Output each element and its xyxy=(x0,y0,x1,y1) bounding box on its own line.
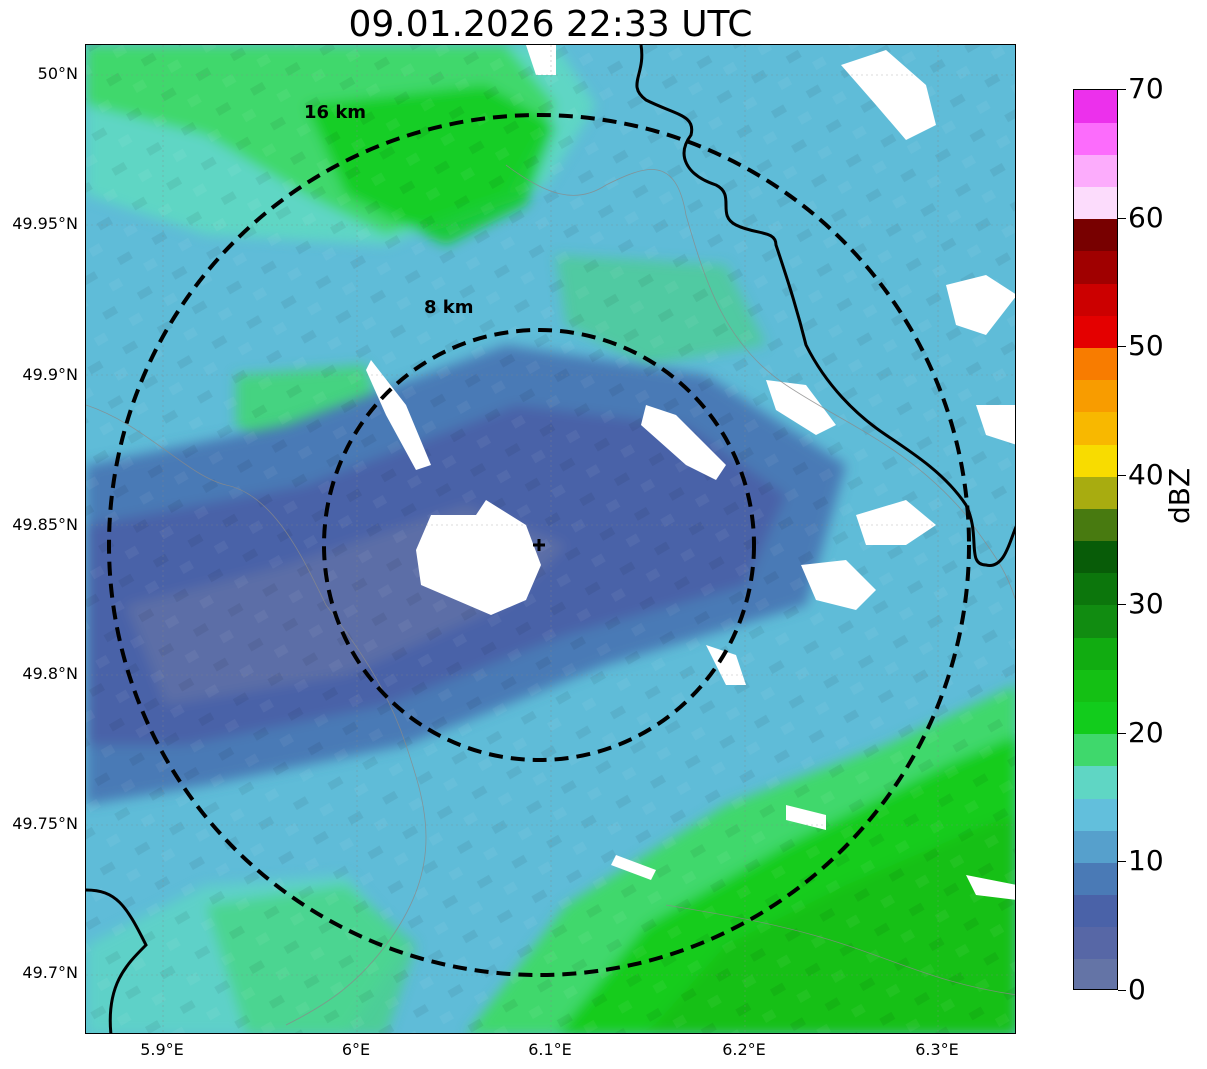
colorbar-segment xyxy=(1074,862,1117,896)
colorbar-segment xyxy=(1074,830,1117,863)
colorbar-segment xyxy=(1074,894,1117,928)
colorbar-segment xyxy=(1074,347,1117,381)
range-ring-8km xyxy=(322,328,756,762)
colorbar-tick xyxy=(1118,732,1126,734)
colorbar-tick-label: 20 xyxy=(1128,715,1164,749)
colorbar-tick xyxy=(1118,990,1126,991)
colorbar-tick xyxy=(1118,475,1126,477)
colorbar-segment xyxy=(1074,604,1117,638)
country-border xyxy=(86,45,1015,1033)
colorbar-tick xyxy=(1118,861,1126,863)
colorbar-segment xyxy=(1074,540,1117,574)
lon-label: 6°E xyxy=(341,1040,371,1059)
colorbar-segment xyxy=(1074,218,1117,252)
lon-label: 6.3°E xyxy=(915,1040,959,1059)
lat-label: 49.7°N xyxy=(22,963,78,982)
colorbar-tick-label: 40 xyxy=(1128,458,1164,492)
colorbar-tick-label: 70 xyxy=(1128,72,1164,105)
colorbar-tick xyxy=(1118,346,1126,348)
colorbar-segment xyxy=(1074,926,1117,960)
lon-label: 5.9°E xyxy=(140,1040,184,1059)
radar-map[interactable]: 16 km 8 km xyxy=(85,44,1016,1034)
colorbar xyxy=(1073,89,1118,990)
colorbar-segment xyxy=(1074,443,1117,477)
colorbar-segment xyxy=(1074,315,1117,349)
colorbar-segment xyxy=(1074,572,1117,606)
radar-reflectivity-field: 16 km 8 km xyxy=(86,45,1015,1033)
colorbar-segment xyxy=(1074,283,1117,316)
lon-label: 6.1°E xyxy=(528,1040,572,1059)
range-rings xyxy=(107,113,971,977)
lon-label: 6.2°E xyxy=(722,1040,766,1059)
ring-label-16km: 16 km xyxy=(304,102,366,123)
colorbar-tick xyxy=(1118,603,1126,605)
plus-icon xyxy=(533,539,545,551)
colorbar-segment xyxy=(1074,90,1117,123)
colorbar-title: dBZ xyxy=(1163,467,1196,524)
colorbar-tick-label: 0 xyxy=(1128,973,1146,1006)
range-ring-16km xyxy=(107,113,971,977)
colorbar-tick xyxy=(1118,89,1126,90)
graticule xyxy=(86,45,1015,1033)
colorbar-segment xyxy=(1074,797,1117,831)
lat-label: 49.8°N xyxy=(22,664,78,683)
ring-label-8km: 8 km xyxy=(424,297,474,318)
colorbar-segment xyxy=(1074,637,1117,670)
colorbar-segment xyxy=(1074,250,1117,284)
map-title: 09.01.2026 22:33 UTC xyxy=(348,4,753,45)
colorbar-segment xyxy=(1074,379,1117,413)
colorbar-segment xyxy=(1074,958,1117,989)
no-echo-areas xyxy=(366,45,1015,900)
colorbar-segment xyxy=(1074,476,1117,509)
lat-label: 49.95°N xyxy=(12,214,78,233)
lat-label: 49.9°N xyxy=(22,365,78,384)
colorbar-segment xyxy=(1074,154,1117,188)
colorbar-segment xyxy=(1074,186,1117,220)
lat-label: 49.85°N xyxy=(12,515,78,534)
colorbar-segment xyxy=(1074,122,1117,155)
colorbar-tick-label: 60 xyxy=(1128,200,1164,234)
lat-label: 49.75°N xyxy=(12,814,78,833)
colorbar-tick-label: 50 xyxy=(1128,329,1164,363)
colorbar-tick-label: 30 xyxy=(1128,586,1164,620)
colorbar-segment xyxy=(1074,669,1117,702)
colorbar-segment xyxy=(1074,733,1117,767)
colorbar-tick-label: 10 xyxy=(1128,844,1164,878)
colorbar-segment xyxy=(1074,508,1117,542)
colorbar-segment xyxy=(1074,411,1117,445)
colorbar-segment xyxy=(1074,701,1117,735)
colorbar-tick xyxy=(1118,217,1126,219)
colorbar-segment xyxy=(1074,765,1117,799)
lat-label: 50°N xyxy=(37,64,78,83)
